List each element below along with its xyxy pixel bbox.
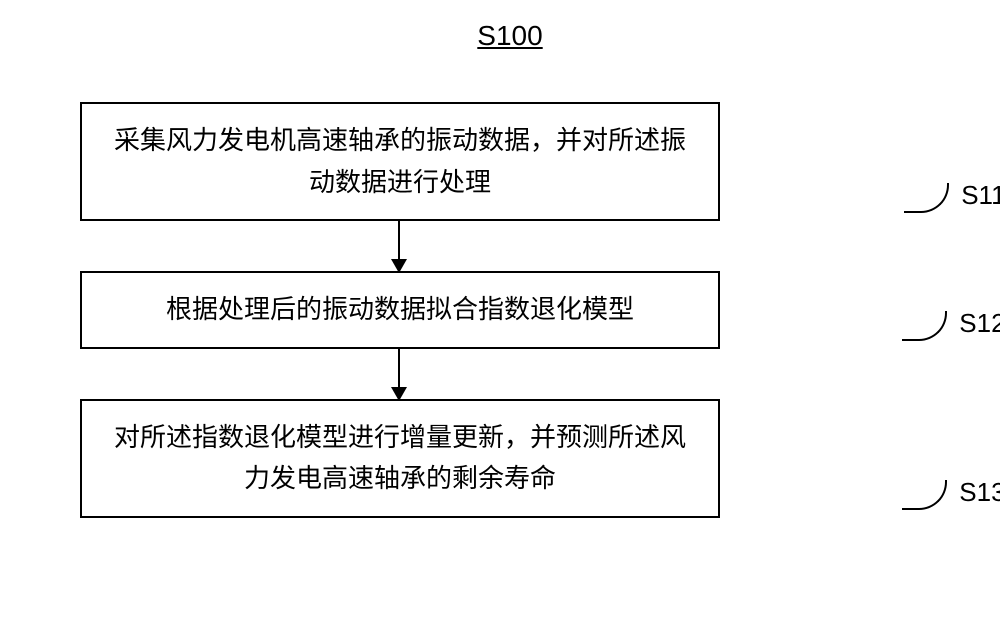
step-wrapper-1: 采集风力发电机高速轴承的振动数据，并对所述振动数据进行处理 S110 [80,102,880,221]
connector-arrow-1 [398,221,400,271]
connector-arrow-2 [398,349,400,399]
flow-box-s110: 采集风力发电机高速轴承的振动数据，并对所述振动数据进行处理 [80,102,720,221]
step-label-s120: S120 [959,308,1000,341]
step-wrapper-3: 对所述指数退化模型进行增量更新，并预测所述风力发电高速轴承的剩余寿命 S130 [80,399,880,518]
curve-line-1 [904,183,949,213]
label-connector-1: S110 [904,180,1000,213]
label-connector-2: S120 [902,308,1000,341]
step-label-s110: S110 [961,180,1000,213]
flow-box-s130: 对所述指数退化模型进行增量更新，并预测所述风力发电高速轴承的剩余寿命 [80,399,720,518]
diagram-title: S100 [140,20,880,52]
flowchart-diagram: S100 采集风力发电机高速轴承的振动数据，并对所述振动数据进行处理 S110 … [80,20,880,518]
step-label-s130: S130 [959,477,1000,510]
curve-line-2 [902,311,947,341]
flow-box-s120: 根据处理后的振动数据拟合指数退化模型 [80,271,720,349]
step-wrapper-2: 根据处理后的振动数据拟合指数退化模型 S120 [80,271,880,349]
label-connector-3: S130 [902,477,1000,510]
curve-line-3 [902,480,947,510]
